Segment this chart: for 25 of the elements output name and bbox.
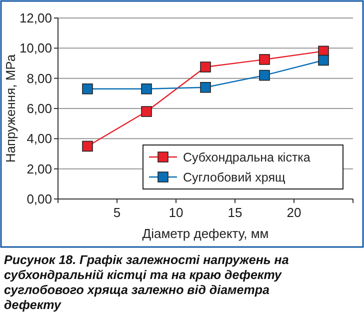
y-tick-label: 2,00 xyxy=(26,161,52,176)
y-axis-title: Напруження, МРа xyxy=(3,54,18,163)
x-tick-label: 10 xyxy=(168,205,184,220)
y-tick-label: 10,00 xyxy=(19,40,52,56)
point xyxy=(82,83,93,94)
point xyxy=(259,54,270,65)
point xyxy=(82,140,93,152)
point xyxy=(200,82,211,93)
y-tick-label: 8,00 xyxy=(26,70,52,86)
x-tick-label: 20 xyxy=(286,205,302,220)
point xyxy=(141,106,152,117)
point xyxy=(318,54,329,66)
point xyxy=(141,83,152,94)
point xyxy=(259,70,270,81)
x-axis-title: Діаметр дефекту, мм xyxy=(142,226,269,241)
y-tick-label: 0,00 xyxy=(26,192,52,206)
legend-label: Суглобовий хрящ xyxy=(183,170,286,184)
x-tick-label: 15 xyxy=(228,205,242,220)
x-tick-label: 5 xyxy=(113,205,121,220)
point xyxy=(200,62,211,72)
y-tick-label: 6,00 xyxy=(26,101,52,116)
text: Рисунок 18. Графік залежності напружень на субхондральній кістці та на краю дефекту суглобового хряща залежно від діаметра дефекту xyxy=(4,253,289,312)
legend-label: Субхондральна кістка xyxy=(183,150,310,164)
y-tick-label: 12,00 xyxy=(19,10,52,26)
y-tick-label: 4,00 xyxy=(26,131,52,146)
